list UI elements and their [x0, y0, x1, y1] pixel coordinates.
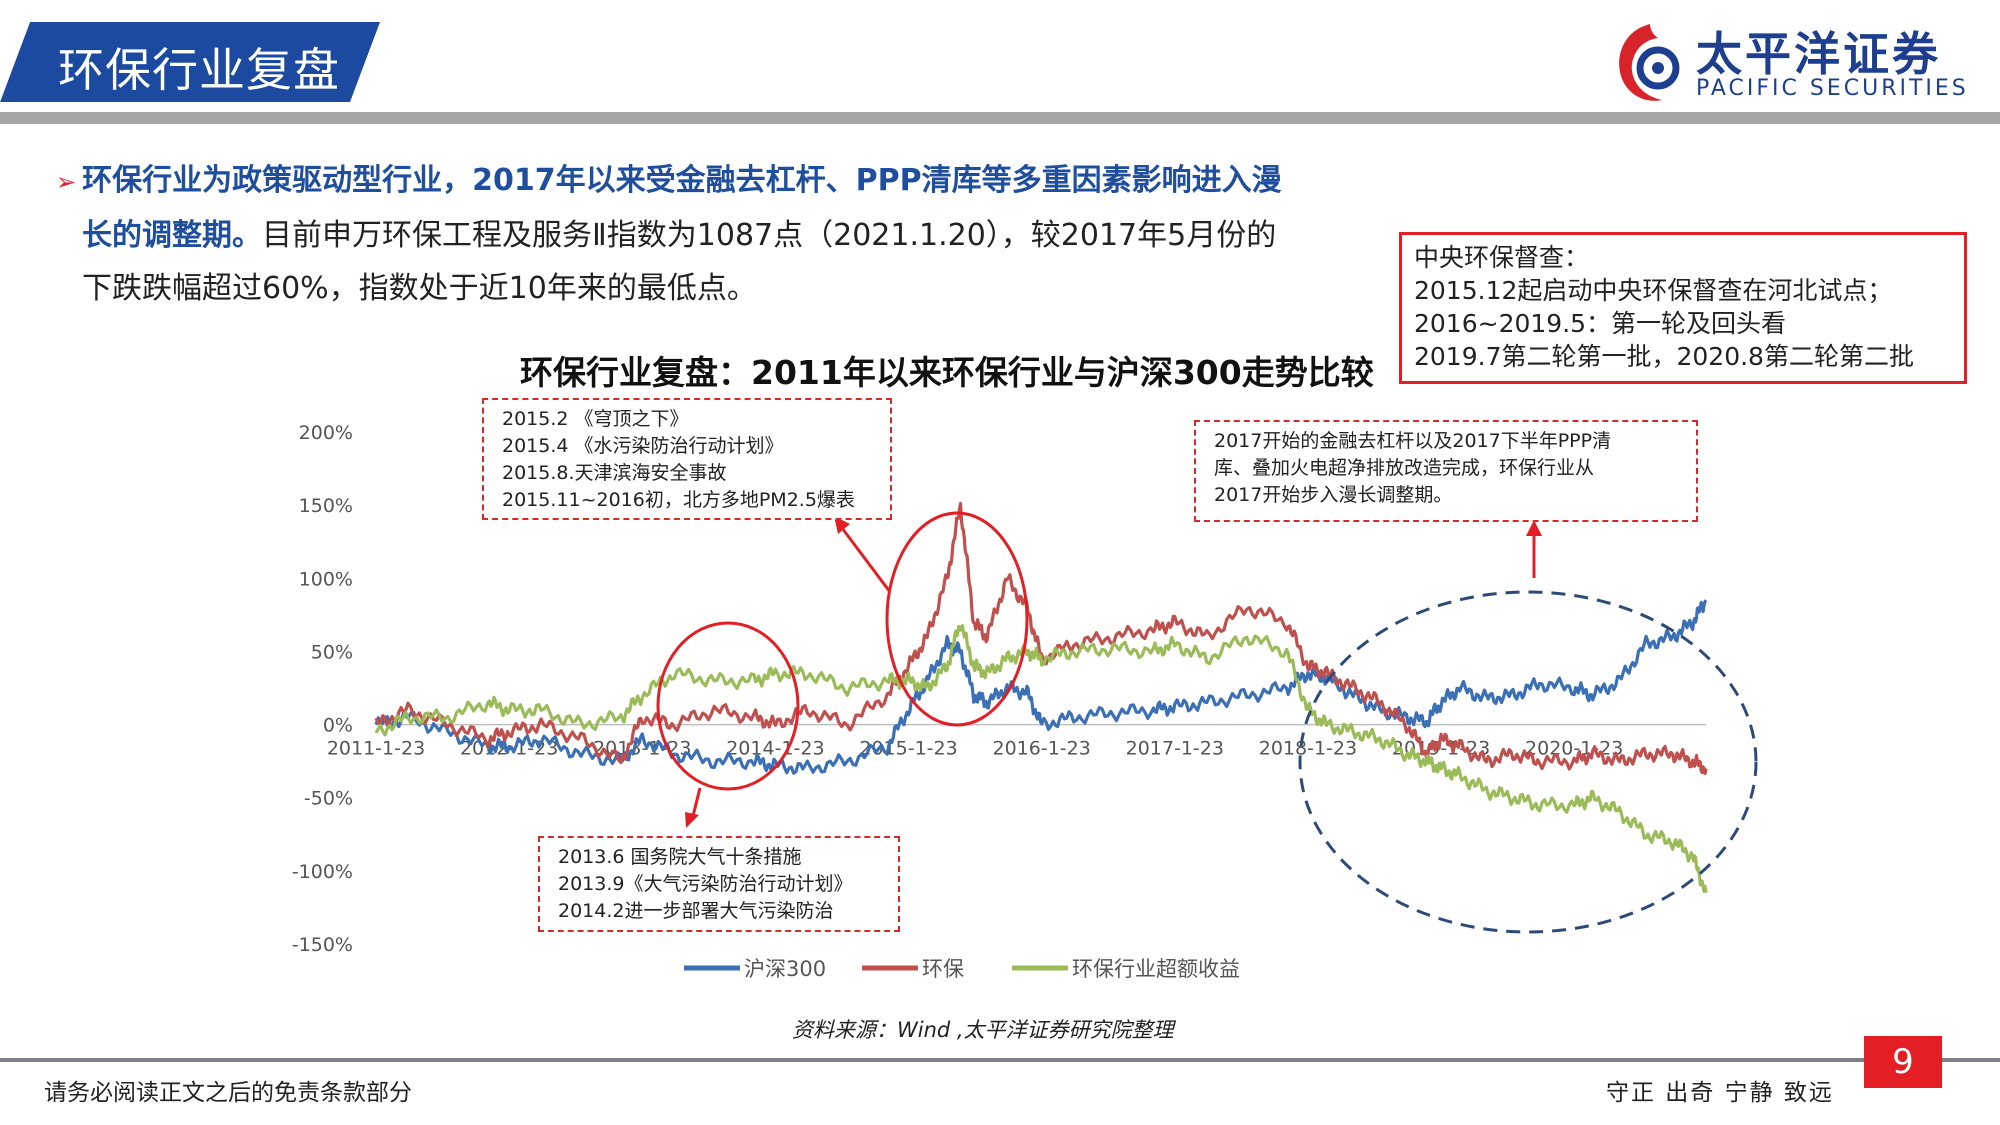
annotation-2013-line: 2013.9《大气污染防治行动计划》	[558, 873, 853, 895]
series-line-2	[374, 501, 1708, 776]
supervision-line1: 2015.12起启动中央环保督查在河北试点；	[1414, 276, 1893, 305]
y-tick-label: 200%	[299, 422, 353, 444]
arrow-head-2015	[834, 516, 850, 534]
supervision-title: 中央环保督查：	[1414, 243, 1590, 272]
series-line-1	[374, 599, 1708, 775]
company-logo: 太平洋证券 PACIFIC SECURITIES	[1612, 18, 1982, 108]
arrow-line-2015	[840, 527, 892, 593]
legend-label: 环保行业超额收益	[1072, 957, 1240, 981]
supervision-line2: 2016~2019.5：第一轮及回头看	[1414, 309, 1787, 338]
x-tick-label: 2015-1-23	[859, 738, 957, 760]
bullet-line2: 长的调整期。目前申万环保工程及服务Ⅱ指数为1087点（2021.1.20），较2…	[56, 209, 1346, 262]
supervision-note-box: 中央环保督查： 2015.12起启动中央环保督查在河北试点； 2016~2019…	[1399, 232, 1967, 384]
annotation-2013-line: 2013.6 国务院大气十条措施	[558, 846, 802, 868]
annotation-2013-line: 2014.2进一步部署大气污染防治	[558, 900, 834, 922]
annotation-2015-line: 2015.11~2016初，北方多地PM2.5爆表	[502, 489, 855, 511]
bullet-arrow-icon: ➢	[56, 168, 77, 196]
annotation-box-2013: 2013.6 国务院大气十条措施 2013.9《大气污染防治行动计划》 2014…	[538, 836, 900, 932]
highlight-circle-2013	[656, 621, 800, 791]
footer-motto: 守正 出奇 宁静 致远	[1606, 1080, 1834, 1106]
supervision-line3: 2019.7第二轮第一批，2020.8第二轮第二批	[1414, 342, 1914, 371]
title-tab-shape	[0, 22, 380, 102]
y-tick-label: -150%	[292, 934, 353, 956]
data-source: 资料来源：Wind ,太平洋证券研究院整理	[792, 1018, 1174, 1042]
y-tick-label: -100%	[292, 861, 353, 883]
highlight-circle-2015	[885, 511, 1029, 727]
arrow-head-2017	[1526, 520, 1542, 536]
section-title-tab: 环保行业复盘	[0, 22, 380, 102]
x-tick-label: 2018-1-23	[1259, 738, 1357, 760]
x-tick-label: 2014-1-23	[726, 738, 824, 760]
y-tick-label: 0%	[323, 715, 353, 737]
y-tick-label: -50%	[304, 788, 353, 810]
section-title: 环保行业复盘	[58, 43, 340, 97]
annotation-2017-line: 2017开始的金融去杠杆以及2017下半年PPP清	[1214, 430, 1612, 452]
x-tick-label: 2017-1-23	[1126, 738, 1224, 760]
y-tick-label: 100%	[299, 568, 353, 590]
annotation-2017-line: 2017开始步入漫长调整期。	[1214, 484, 1453, 506]
bullet-normal-line2: 目前申万环保工程及服务Ⅱ指数为1087点（2021.1.20），较2017年5月…	[262, 218, 1277, 253]
footer-disclaimer: 请务必阅读正文之后的免责条款部分	[44, 1080, 412, 1106]
legend-label: 沪深300	[744, 957, 826, 981]
page-number: 9	[1864, 1036, 1942, 1088]
arrow-head-2013	[685, 812, 699, 828]
annotation-2015-line: 2015.2 《穹顶之下》	[502, 408, 689, 430]
footer-divider	[0, 1058, 2000, 1062]
legend-label: 环保	[922, 957, 964, 981]
bullet-bold-line2: 长的调整期。	[82, 218, 262, 253]
annotation-box-2017: 2017开始的金融去杠杆以及2017下半年PPP清 库、叠加火电超净排放改造完成…	[1194, 420, 1698, 522]
header-divider	[0, 112, 2000, 124]
logo-english-name: PACIFIC SECURITIES	[1696, 76, 1969, 101]
summary-bullet: ➢ 环保行业为政策驱动型行业，2017年以来受金融去杠杆、PPP清库等多重因素影响…	[56, 154, 1346, 315]
y-tick-label: 50%	[311, 641, 353, 663]
chart-title: 环保行业复盘：2011年以来环保行业与沪深300走势比较	[520, 353, 1374, 392]
bullet-line3: 下跌跌幅超过60%，指数处于近10年来的最低点。	[82, 271, 757, 306]
annotation-2015-line: 2015.8.天津滨海安全事故	[502, 462, 727, 484]
x-tick-label: 2016-1-23	[992, 738, 1090, 760]
x-tick-label: 2011-1-23	[327, 738, 425, 760]
logo-mark-icon	[1619, 24, 1680, 101]
y-tick-label: 150%	[299, 495, 353, 517]
annotation-2015-line: 2015.4 《水污染防治行动计划》	[502, 435, 784, 457]
highlight-ellipse-2018-2020	[1298, 590, 1758, 934]
bullet-bold-line1: 环保行业为政策驱动型行业，2017年以来受金融去杠杆、PPP清库等多重因素影响进…	[82, 163, 1282, 198]
annotation-box-2015: 2015.2 《穹顶之下》 2015.4 《水污染防治行动计划》 2015.8.…	[482, 398, 892, 520]
series-line-3	[374, 624, 1708, 894]
annotation-2017-line: 库、叠加火电超净排放改造完成，环保行业从	[1214, 457, 1595, 479]
logo-chinese-name: 太平洋证券	[1696, 27, 1941, 81]
